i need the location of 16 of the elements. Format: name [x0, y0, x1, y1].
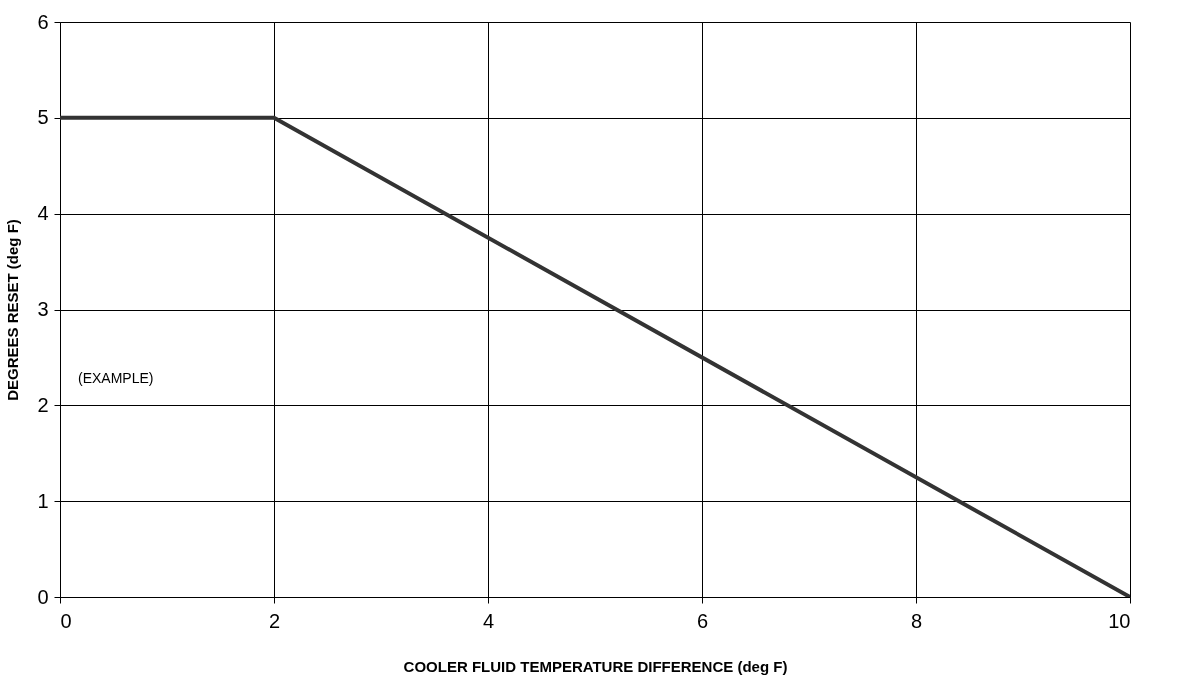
y-tick-label: 5: [37, 106, 49, 129]
y-tick-label: 2: [37, 393, 49, 416]
x-tick-label: 2: [268, 609, 281, 632]
y-tick-label: 0: [37, 585, 49, 608]
x-tick-label: 8: [910, 609, 923, 632]
x-tick-label: 4: [482, 609, 495, 632]
y-tick-label: 6: [37, 10, 49, 33]
x-tick-label: 0: [60, 609, 72, 632]
x-axis-title: COOLER FLUID TEMPERATURE DIFFERENCE (deg F): [403, 657, 788, 675]
y-tick-label: 1: [37, 489, 49, 512]
y-tick-label: 3: [37, 298, 49, 320]
y-axis-title: DEGREES RESET (deg F): [4, 219, 22, 401]
y-tick-label: 4: [37, 202, 49, 225]
x-tick-label: 10: [1108, 609, 1131, 632]
x-tick-label: 6: [696, 609, 709, 632]
annotation: (EXAMPLE): [78, 369, 154, 386]
